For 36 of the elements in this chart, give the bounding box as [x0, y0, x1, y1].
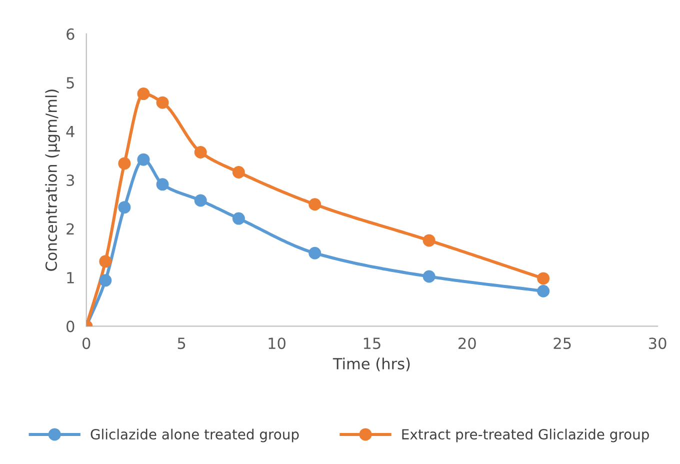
point: [308, 198, 322, 211]
x-tick-label: 0: [82, 338, 90, 350]
x-tick-label: 15: [364, 338, 380, 350]
point: [99, 274, 112, 287]
y-tick-label: 1: [67, 272, 74, 284]
x-tick-label: 5: [178, 338, 186, 350]
point: [137, 153, 150, 166]
y-tick-label: 6: [66, 28, 74, 40]
point: [232, 166, 245, 178]
y-tick-label: 3: [66, 174, 74, 186]
point: [308, 246, 322, 260]
point: [156, 96, 169, 109]
y-tick-label: 5: [66, 77, 74, 89]
point: [232, 212, 245, 225]
point: [422, 270, 436, 283]
point: [422, 234, 436, 247]
x-tick-label: 25: [554, 338, 571, 350]
y-tick-label: 2: [66, 223, 74, 235]
x-tick-label: 30: [649, 338, 666, 350]
legend-label: Extract pre-treated Gliclazide group: [402, 428, 649, 442]
point: [194, 146, 207, 159]
x-tick-label: 20: [458, 338, 476, 350]
point: [118, 157, 131, 170]
point: [537, 272, 550, 285]
point: [194, 194, 207, 207]
legend-label: Gliclazide alone treated group: [90, 428, 299, 442]
x-tick-label: 10: [268, 338, 286, 350]
point: [537, 284, 550, 298]
x-axis-title: Time (hrs): [332, 358, 410, 372]
point: [156, 178, 169, 191]
y-axis-title: Concentration (µgm/ml): [45, 90, 60, 271]
point: [118, 201, 131, 214]
y-tick-label: 0: [66, 320, 74, 332]
point: [137, 88, 150, 100]
point: [99, 255, 112, 268]
y-tick-label: 4: [66, 126, 74, 138]
